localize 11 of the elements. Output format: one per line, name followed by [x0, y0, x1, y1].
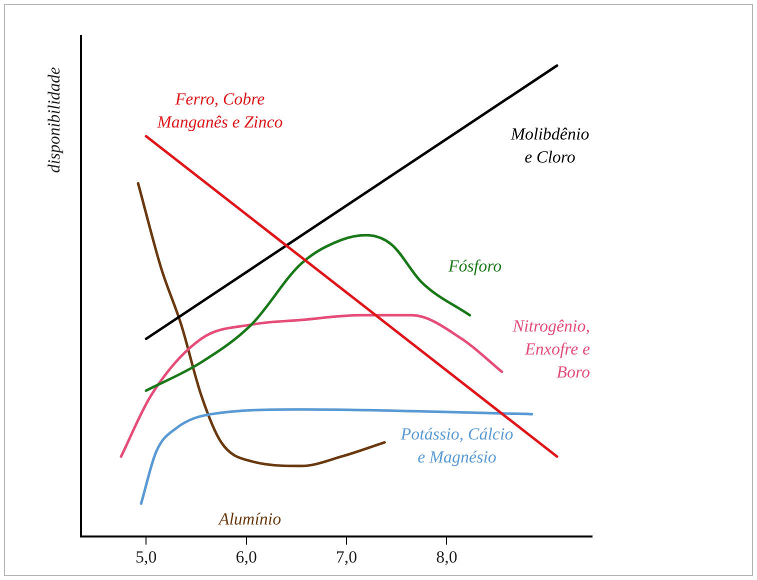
- series-label: Nitrogênio, Enxofre e Boro: [512, 316, 590, 382]
- y-axis-title: disponibilidade: [44, 66, 64, 173]
- series-label: Fósforo: [447, 256, 502, 276]
- series-label: Potássio, Cálcio e Magnésio: [400, 424, 514, 466]
- x-tick-label: 7,0: [336, 547, 358, 566]
- x-tick-label: 8,0: [436, 547, 458, 566]
- x-tick-label: 6,0: [236, 547, 257, 566]
- text: Alumínio: [218, 509, 282, 528]
- series-label: Molibdênio e Cloro: [510, 124, 590, 166]
- series-label: Ferro, Cobre Manganês e Zinco: [156, 89, 283, 132]
- x-tick-label: 5,0: [136, 547, 157, 566]
